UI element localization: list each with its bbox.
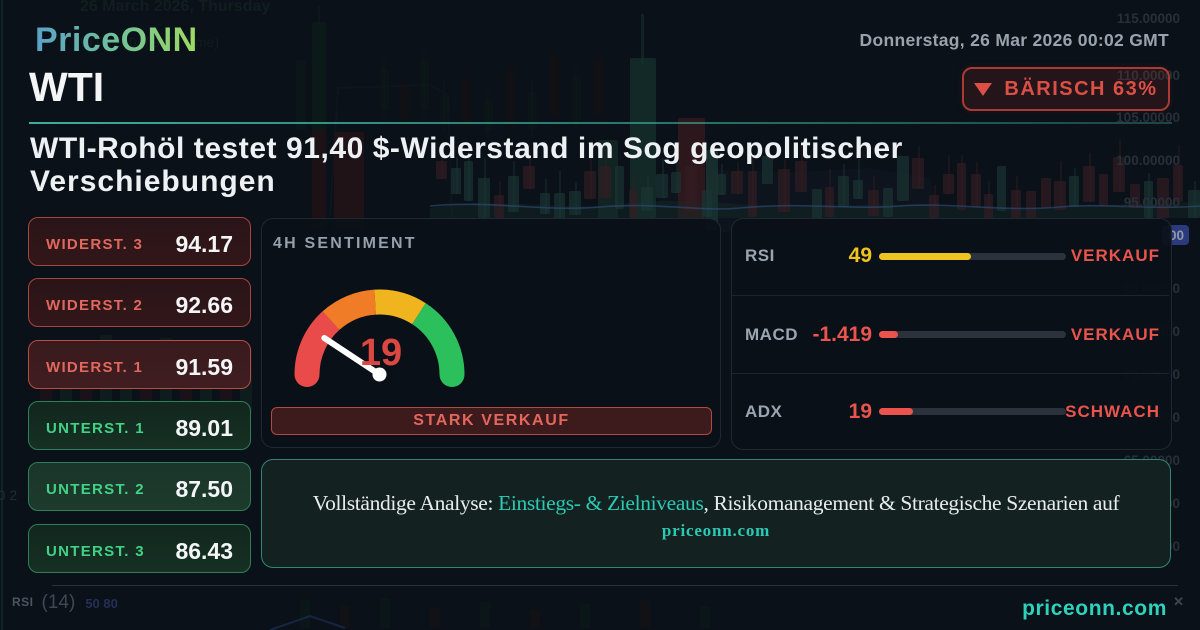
svg-text:95.00000: 95.00000 — [1124, 195, 1180, 210]
svg-text:26 March 2026, Thursday: 26 March 2026, Thursday — [80, 0, 270, 15]
svg-text:105.00000: 105.00000 — [1116, 110, 1180, 125]
svg-text:.00 2: .00 2 — [0, 487, 17, 503]
svg-text:100.00000: 100.00000 — [1116, 153, 1180, 168]
svg-text:00: 00 — [1169, 228, 1184, 243]
svg-text:115.00000: 115.00000 — [1117, 11, 1180, 26]
svg-text:WTI, 240: (GMT Time): WTI, 240: (GMT Time) — [80, 34, 219, 50]
